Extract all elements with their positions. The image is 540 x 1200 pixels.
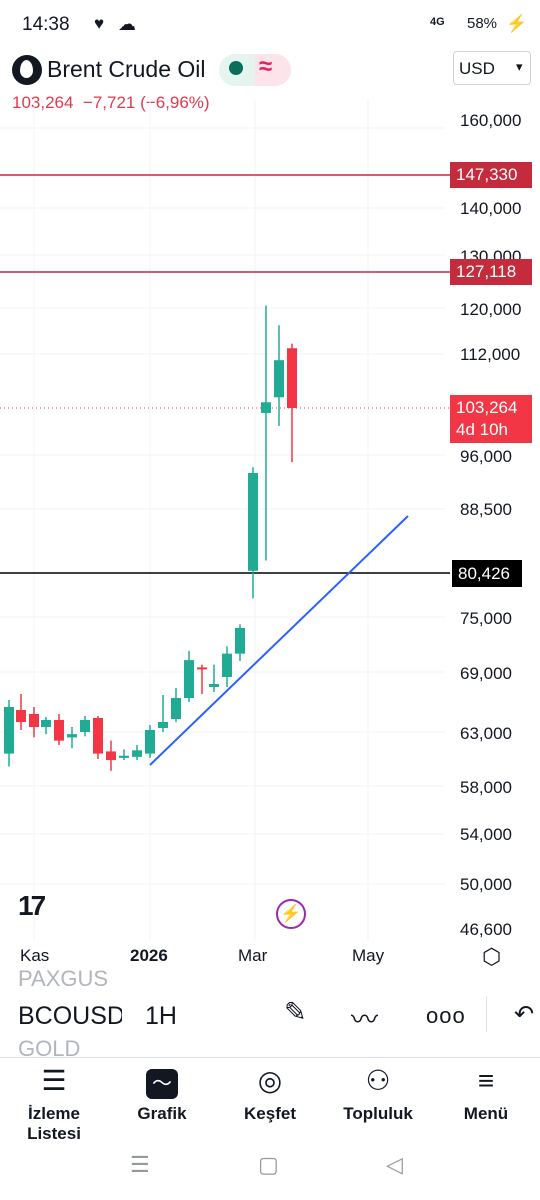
level-tag-80426[interactable]: 80,426: [452, 560, 522, 587]
more-icon[interactable]: ooo: [426, 1003, 466, 1028]
nav-item-watchlist[interactable]: ☰ İzleme Listesi: [0, 1062, 108, 1144]
price-chart[interactable]: [0, 100, 540, 940]
candle-body: [54, 720, 64, 741]
nav-label: Grafik: [137, 1104, 187, 1123]
y-tick: 46,600: [460, 920, 512, 939]
x-tick: Mar: [238, 946, 268, 965]
y-tick: 140,000: [460, 199, 522, 218]
nav-item-menu[interactable]: ≡ Menü: [432, 1062, 540, 1124]
list-icon: ☰: [41, 1065, 67, 1096]
market-open-dot-icon: [229, 61, 243, 75]
undo-icon[interactable]: ↶: [514, 1001, 535, 1028]
y-tick: 63,000: [460, 724, 512, 743]
back-icon[interactable]: ◁: [386, 1152, 403, 1177]
chart-icon: 〜: [146, 1069, 178, 1099]
y-tick: 54,000: [460, 825, 512, 844]
y-tick: 160,000: [460, 111, 522, 130]
level-tag-127118[interactable]: 127,118: [450, 259, 532, 285]
level-tag-147330[interactable]: 147,330: [450, 162, 532, 188]
heart-icon: ♥: [94, 14, 105, 33]
nav-item-chart[interactable]: 〜 Grafik: [108, 1062, 216, 1124]
price-change-percent: (−6,96%): [140, 93, 210, 112]
battery-level: 58%: [467, 15, 498, 32]
clock: 14:38: [22, 14, 70, 35]
compass-icon: ◎: [257, 1065, 283, 1096]
candle-body: [80, 720, 90, 732]
candle-body: [132, 750, 142, 757]
candle-body: [93, 718, 103, 754]
last-price-tag: [450, 395, 532, 443]
y-tick: 69,000: [460, 664, 512, 683]
bar-countdown: 4d 10h: [456, 420, 508, 439]
nav-label: İzleme Listesi: [27, 1104, 81, 1143]
wave-icon: ≈: [259, 53, 273, 80]
candle-body: [145, 730, 155, 754]
candle-body: [29, 714, 39, 727]
drawing-tools-icon[interactable]: 〰: [351, 1005, 378, 1035]
home-icon[interactable]: ▢: [258, 1152, 279, 1177]
oil-drop-icon: [20, 60, 33, 78]
nav-label: Menü: [463, 1104, 509, 1123]
candle-body: [106, 751, 116, 761]
hamburger-icon: ≡: [477, 1065, 495, 1096]
y-tick: 58,000: [460, 778, 512, 797]
y-tick: 96,000: [460, 447, 512, 466]
next-symbol[interactable]: GOLD: [18, 1036, 81, 1061]
last-price: 103,264: [12, 93, 74, 112]
trend-line: [149, 515, 409, 766]
candle-body: [197, 667, 207, 670]
last-price-tag-value: 103,264: [456, 398, 518, 417]
candle-body: [274, 360, 284, 398]
candle-body: [209, 684, 219, 687]
x-tick: 2026: [130, 946, 168, 965]
currency-value: USD: [459, 59, 495, 78]
y-tick: 112,000: [460, 345, 521, 364]
divider: [486, 996, 487, 1032]
nav-item-community[interactable]: ⚇ Topluluk: [324, 1062, 432, 1124]
people-icon: ⚇: [365, 1065, 391, 1096]
nav-label: Keşfet: [244, 1104, 296, 1123]
recents-icon[interactable]: ☰: [130, 1152, 150, 1177]
candle-body: [248, 473, 258, 571]
candle-body: [4, 707, 14, 754]
candle-body: [119, 755, 129, 758]
price-change: −7,721: [82, 93, 136, 112]
candle-body: [261, 402, 271, 413]
pen-icon[interactable]: ✎: [284, 997, 307, 1027]
candle-body: [67, 734, 77, 738]
y-tick: 75,000: [460, 609, 512, 628]
candle-body: [171, 698, 181, 719]
status-bar: 14:38 ♥ ☁ 4G 58% ⚡: [0, 0, 540, 48]
lightning-icon[interactable]: ⚡: [276, 899, 306, 929]
network-indicator: 4G: [430, 16, 445, 28]
bottom-navigation: [0, 1057, 540, 1148]
chart-settings-icon[interactable]: ⬡: [482, 944, 502, 969]
nav-label: Topluluk: [343, 1104, 413, 1123]
candle-body: [16, 710, 26, 722]
y-tick: 88,500: [460, 500, 512, 519]
current-symbol[interactable]: BCOUSD: [18, 1002, 122, 1030]
previous-symbol[interactable]: PAXGUS: [18, 966, 109, 991]
tradingview-logo-icon: 17: [18, 890, 46, 921]
x-tick: Kas: [20, 946, 50, 965]
y-tick: 120,000: [460, 300, 522, 319]
candle-body: [222, 653, 232, 677]
interval-button[interactable]: 1H: [145, 1002, 177, 1030]
candle-body: [158, 722, 168, 728]
symbol-name[interactable]: Brent Crude Oil: [47, 56, 206, 82]
candle-body: [41, 720, 51, 727]
candle-body: [287, 348, 297, 408]
cloud-icon: ☁: [118, 14, 136, 34]
market-status-pill-right[interactable]: [255, 54, 291, 86]
charging-icon: ⚡: [506, 14, 528, 33]
nav-item-explore[interactable]: ◎ Keşfet: [216, 1062, 324, 1124]
candle-body: [235, 628, 245, 654]
currency-select[interactable]: [453, 51, 531, 85]
candle-body: [184, 660, 194, 698]
chevron-down-icon: ▾: [516, 59, 523, 74]
y-tick: 50,000: [460, 875, 512, 894]
price-summary: 103,264 −7,721 (−6,96%): [12, 93, 210, 113]
x-tick: May: [352, 946, 385, 965]
